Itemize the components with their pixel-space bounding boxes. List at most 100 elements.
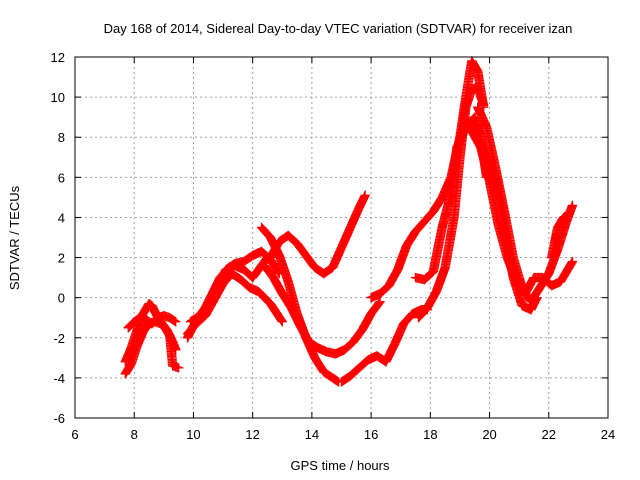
data-point [541,276,545,279]
data-point [340,246,343,249]
data-point [138,316,142,319]
data-point [432,270,435,273]
data-point [242,260,245,263]
data-point [358,366,361,370]
data-point [426,306,429,309]
data-point [331,376,334,380]
data-point [322,370,325,374]
data-point [287,234,290,237]
x-tick-label: 22 [542,427,556,442]
data-point [168,334,171,337]
data-point [369,312,373,315]
series-track-17 [547,208,575,263]
y-tick-label: 0 [58,291,65,306]
data-point [141,330,145,333]
data-point [464,105,468,109]
data-point [263,264,266,267]
data-point [242,268,245,271]
data-point [378,292,382,295]
data-point [417,316,420,319]
data-point [322,272,325,275]
data-point [135,328,139,331]
y-tick-label: -4 [53,371,65,386]
data-point [289,306,293,309]
data-point [260,226,263,229]
data-point [233,262,237,265]
data-point [520,304,524,307]
data-point [503,210,506,213]
data-point [130,346,133,350]
data-point [485,125,488,129]
data-point [393,342,396,345]
grid-lines [75,57,608,418]
data-point [248,286,251,289]
series-markers [185,246,285,327]
x-tick-label: 8 [131,427,138,442]
data-point [340,380,343,384]
data-point [331,266,334,269]
data-point [313,266,317,269]
data-point [470,87,473,91]
data-point [440,226,444,229]
data-point [515,280,518,283]
data-point [375,354,379,358]
data-point [278,254,281,257]
data-point [349,226,352,229]
data-point [506,256,509,259]
data-point [304,254,308,257]
data-point [281,292,284,295]
x-tick-label: 20 [482,427,496,442]
y-tick-label: 8 [58,130,65,145]
x-tick-labels: 6 8 10 12 14 16 18 20 22 24 [71,427,615,442]
data-point [156,316,160,319]
data-point [414,230,417,233]
plot-frame [74,56,609,419]
data-point [479,146,482,149]
data-point [224,268,228,271]
data-point [405,244,408,247]
data-point [133,320,136,323]
data-point [482,103,485,107]
data-point [467,119,471,123]
data-point [162,324,166,327]
data-point [550,284,553,287]
data-point [269,256,272,259]
data-point [571,260,574,263]
data-point [278,240,281,243]
data-point [251,254,254,257]
data-point [414,276,417,279]
x-tick-label: 16 [364,427,378,442]
y-axis-label: SDTVAR / TECUs [7,185,22,290]
data-point [529,300,533,303]
data-point [476,69,479,73]
series-track-3 [123,311,181,333]
data-point [432,210,435,213]
data-point [488,180,491,183]
data-point [130,362,133,366]
data-series [120,56,578,387]
data-point [127,326,130,329]
data-point [411,312,414,315]
data-point [230,272,234,275]
data-point [239,278,243,281]
data-point [287,280,290,283]
data-point [298,324,302,327]
x-axis-label: GPS time / hours [291,458,390,473]
data-point [207,302,210,305]
x-tick-label: 18 [423,427,437,442]
data-point [532,276,536,279]
data-point [307,340,311,343]
data-point [124,372,127,376]
data-point [174,320,177,323]
data-point [556,226,559,229]
data-point [571,204,574,207]
data-point [494,166,497,169]
data-point [476,105,479,109]
data-point [550,256,553,259]
data-point [423,278,426,281]
data-point [251,276,254,279]
data-point [443,266,447,269]
data-point [168,316,171,319]
data-point [215,284,219,287]
